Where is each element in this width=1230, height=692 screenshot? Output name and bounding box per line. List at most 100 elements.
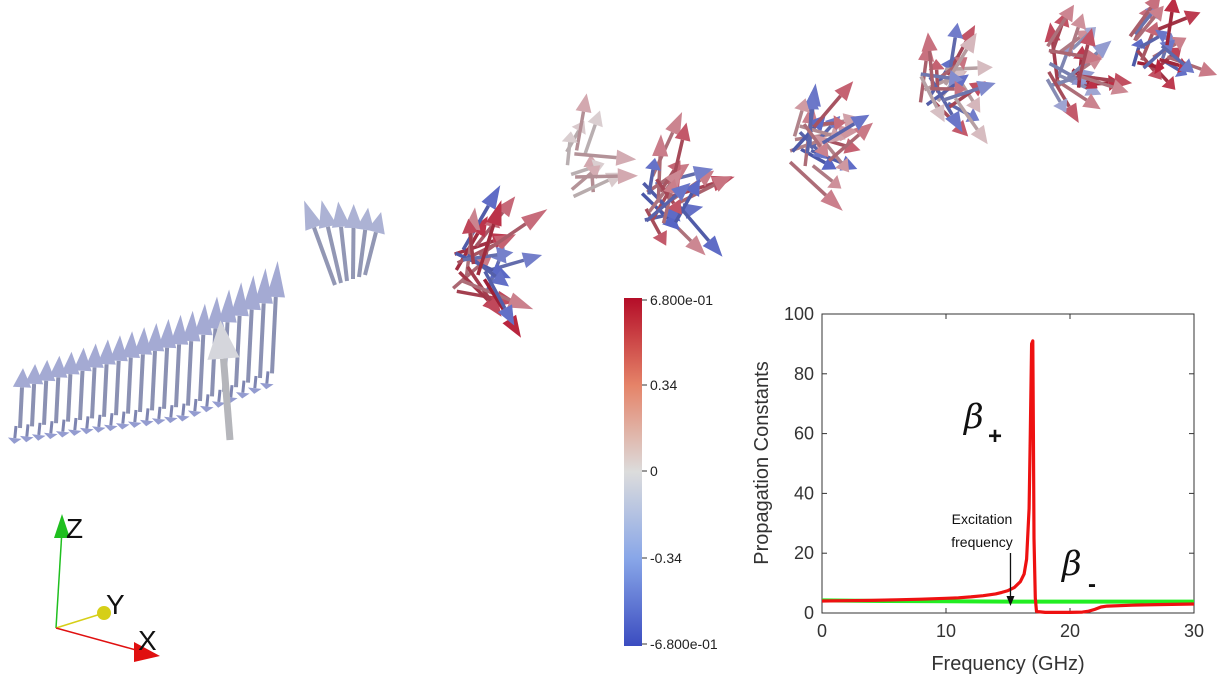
field-arrow-head [496,246,514,263]
field-arrow-head [1164,0,1180,14]
field-arrow-shaft [54,377,61,424]
field-arrow-shaft [812,94,842,129]
field-arrow-shaft [217,389,222,403]
beta-plus-line [821,339,1195,614]
field-arrow-head [367,212,385,235]
field-arrow-shaft [672,139,685,177]
orientation-triad: Z Y X [54,513,160,662]
field-arrow-shaft [73,417,78,431]
field-arrow-head [481,185,501,210]
field-arrow-head [1171,36,1187,51]
field-arrow-head [331,201,351,228]
field-arrow-head [139,419,154,427]
field-arrow-shaft [476,223,496,276]
field-arrow-shaft [1076,73,1115,83]
y-axis-line [55,612,105,629]
field-arrow-head [685,235,706,256]
field-arrow-head [497,304,515,326]
field-arrow-head [318,200,337,229]
field-arrow-shaft [1050,24,1064,55]
field-arrow-head [575,93,592,113]
field-arrow-shaft [169,405,174,418]
field-arrow-shaft [953,97,979,131]
y-axis-ball-icon [97,606,111,620]
excitation-label-line2: frequency [951,534,1012,550]
field-arrow-shaft [102,364,109,417]
field-arrow-head [702,235,723,257]
colorbar-min-label: -6.800e-01 [650,636,718,652]
field-arrow-shaft [808,109,813,147]
field-arrow-shaft [930,87,955,91]
colorbar-mid-low-label: -0.34 [650,550,682,566]
field-arrow-head [954,57,968,70]
field-arrow-shaft [85,416,90,429]
field-arrow-head [1070,13,1086,30]
field-arrow-head [103,424,118,432]
field-arrow-shaft [205,394,210,407]
propagation-constants-chart: 0 10 20 30 0 20 40 60 80 100 Excitation frequency… [751,304,1204,675]
y-tick-label: 20 [794,543,814,563]
field-arrow-shaft [575,174,618,179]
field-arrow-head [55,431,70,438]
field-arrow-shaft [454,239,495,256]
field-arrow-shaft [30,383,37,427]
field-arrow-head [175,415,190,422]
excitation-annotation: Excitation frequency [951,511,1015,606]
field-arrow-shaft [1066,26,1080,57]
field-arrow-head [1082,93,1101,110]
x-axis-arrow-icon [134,642,160,662]
field-arrow-shaft [339,226,349,282]
field-arrow-shaft [109,413,114,426]
field-arrow-shaft [645,193,678,223]
field-arrow-head [163,416,178,424]
field-arrow-head [945,110,963,133]
field-arrow-shaft [357,229,368,278]
field-arrow-shaft [644,208,662,235]
field-arrow-shaft [37,422,42,436]
field-arrow-head [652,230,667,246]
field-arrow-head [67,429,82,436]
field-arrow-shaft [468,232,476,265]
field-arrow-head [833,115,846,132]
y-axis-title: Propagation Constants [751,361,773,564]
field-arrow-head [814,142,829,158]
field-arrow-shaft [312,226,337,286]
colorbar-max-label: 6.800e-01 [650,292,713,308]
field-arrow-shaft [1048,48,1086,59]
field-arrow-head [947,22,964,39]
beta-plus-symbol: β [962,397,984,437]
colorbar-zero-label: 0 [650,463,658,479]
field-arrow-head [1144,21,1160,38]
beta-plus-subscript: + [988,423,1002,450]
field-arrow-head [1083,48,1103,65]
field-arrow-head [645,157,661,171]
field-arrow-shaft [483,270,507,310]
field-arrow-shaft [1050,74,1082,88]
y-tick-label: 60 [794,424,814,444]
field-arrow-head [843,138,861,154]
field-arrow-head [19,435,34,443]
field-arrow-shaft [811,164,834,183]
field-arrow-shaft [1134,15,1157,41]
field-arrow-shaft [138,354,145,413]
field-arrow-head [948,70,964,86]
field-arrow-shaft [792,110,804,137]
field-arrow-shaft [1128,6,1153,38]
field-arrow-shaft [181,403,186,416]
field-arrow-shaft [1159,57,1180,68]
field-arrow-shaft [1079,74,1114,89]
field-arrow-shaft [246,309,254,383]
field-arrow-shaft [927,50,935,91]
field-arrow-shaft [363,231,378,276]
colorbar-mid-high-label: 0.34 [650,377,677,393]
field-arrow-shaft [162,347,170,409]
field-arrow-head [1148,5,1164,22]
x-tick-label: 0 [817,621,827,641]
field-arrow-head [496,196,516,218]
field-arrow-shaft [1055,53,1069,81]
field-arrow-head [850,114,870,131]
field-arrow-shaft [802,123,822,148]
field-arrow-head [1080,28,1096,47]
field-arrow-head [652,134,669,157]
